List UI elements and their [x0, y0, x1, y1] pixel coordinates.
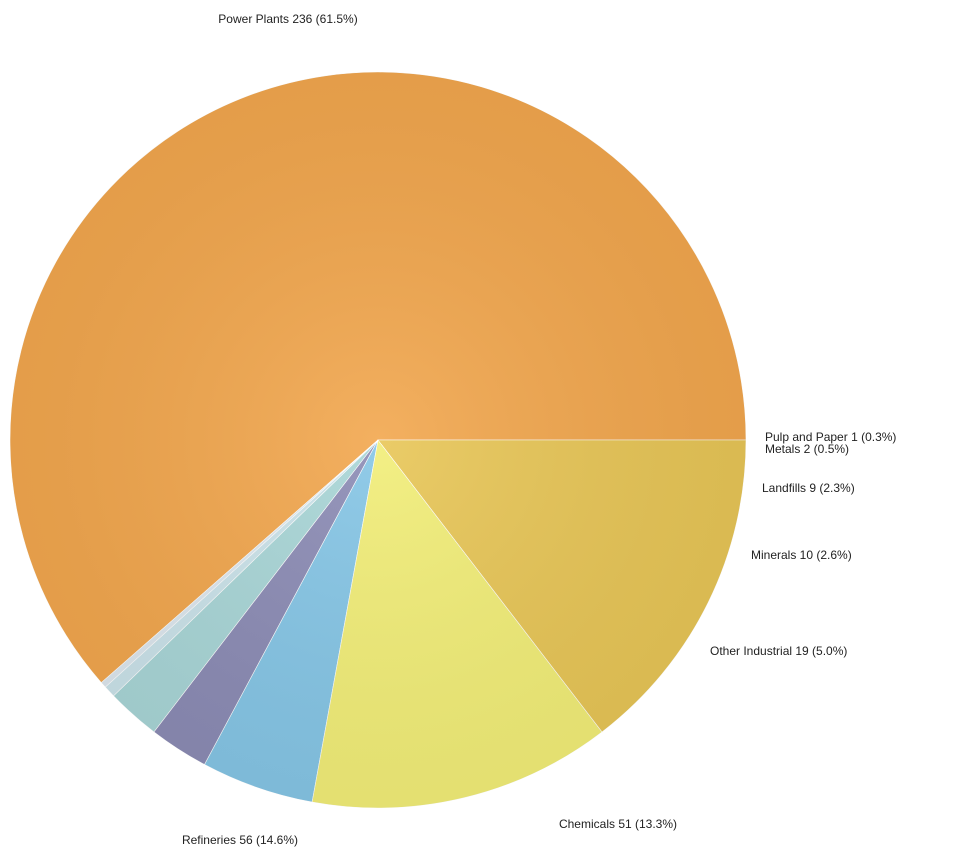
label-landfills: Landfills 9 (2.3%): [762, 481, 855, 495]
label-chemicals: Chemicals 51 (13.3%): [559, 817, 677, 831]
slice-labels: Power Plants 236 (61.5%) Pulp and Paper 1…: [182, 12, 896, 847]
label-minerals: Minerals 10 (2.6%): [751, 548, 852, 562]
label-metals: Metals 2 (0.5%): [765, 442, 849, 456]
label-refineries: Refineries 56 (14.6%): [182, 833, 298, 847]
label-pulp-and-paper: Pulp and Paper 1 (0.3%): [765, 430, 896, 444]
label-power-plants: Power Plants 236 (61.5%): [218, 12, 357, 26]
label-other-industrial: Other Industrial 19 (5.0%): [710, 644, 847, 658]
slices: [9, 71, 747, 809]
